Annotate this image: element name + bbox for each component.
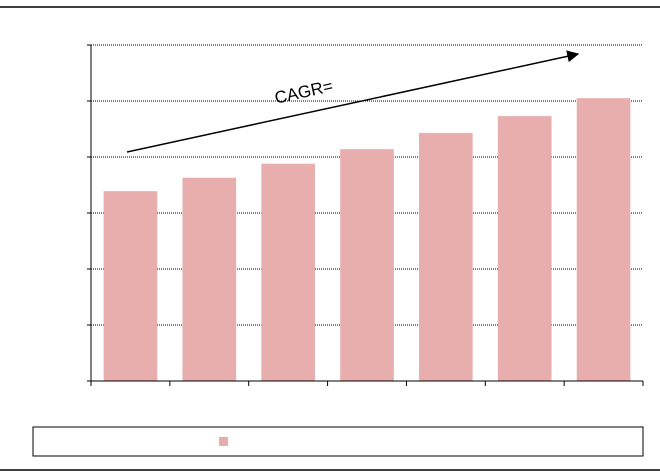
bar	[497, 116, 552, 382]
legend-box	[32, 426, 644, 457]
bar	[103, 191, 158, 381]
trend-arrow	[126, 50, 580, 153]
bar	[340, 149, 394, 381]
bar	[182, 177, 237, 381]
bar	[576, 98, 631, 381]
bar	[261, 163, 315, 381]
plot-area	[87, 44, 644, 386]
annotation: CAGR=	[273, 76, 335, 107]
bar	[419, 132, 473, 381]
legend-swatch	[219, 437, 228, 446]
